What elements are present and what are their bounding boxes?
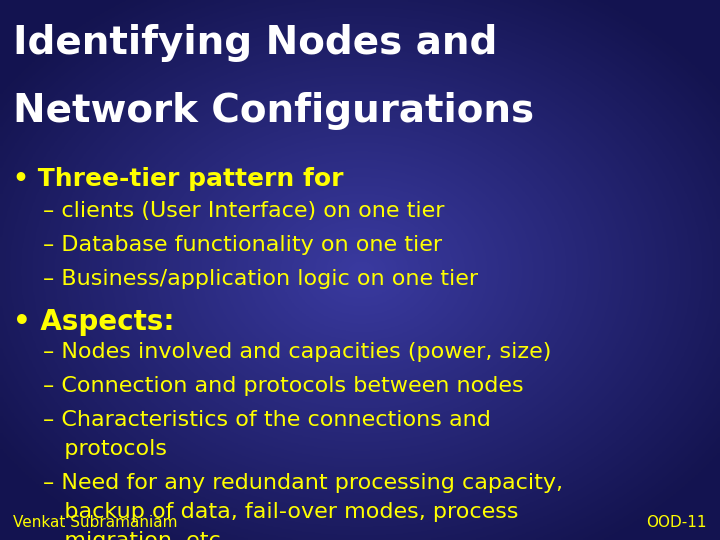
Text: Identifying Nodes and: Identifying Nodes and [13,24,498,62]
Text: – Nodes involved and capacities (power, size): – Nodes involved and capacities (power, … [43,342,552,362]
Text: protocols: protocols [43,439,167,459]
Text: – Database functionality on one tier: – Database functionality on one tier [43,235,442,255]
Text: • Aspects:: • Aspects: [13,308,174,336]
Text: OOD-11: OOD-11 [647,515,707,530]
Text: backup of data, fail-over modes, process: backup of data, fail-over modes, process [43,502,518,522]
Text: – Need for any redundant processing capacity,: – Need for any redundant processing capa… [43,473,563,493]
Text: Venkat Subramaniam: Venkat Subramaniam [13,515,177,530]
Text: migration, etc.: migration, etc. [43,531,228,540]
Text: – Business/application logic on one tier: – Business/application logic on one tier [43,269,478,289]
Text: • Three-tier pattern for: • Three-tier pattern for [13,167,343,191]
Text: – clients (User Interface) on one tier: – clients (User Interface) on one tier [43,201,445,221]
Text: Network Configurations: Network Configurations [13,92,534,130]
Text: – Characteristics of the connections and: – Characteristics of the connections and [43,410,491,430]
Text: – Connection and protocols between nodes: – Connection and protocols between nodes [43,376,524,396]
